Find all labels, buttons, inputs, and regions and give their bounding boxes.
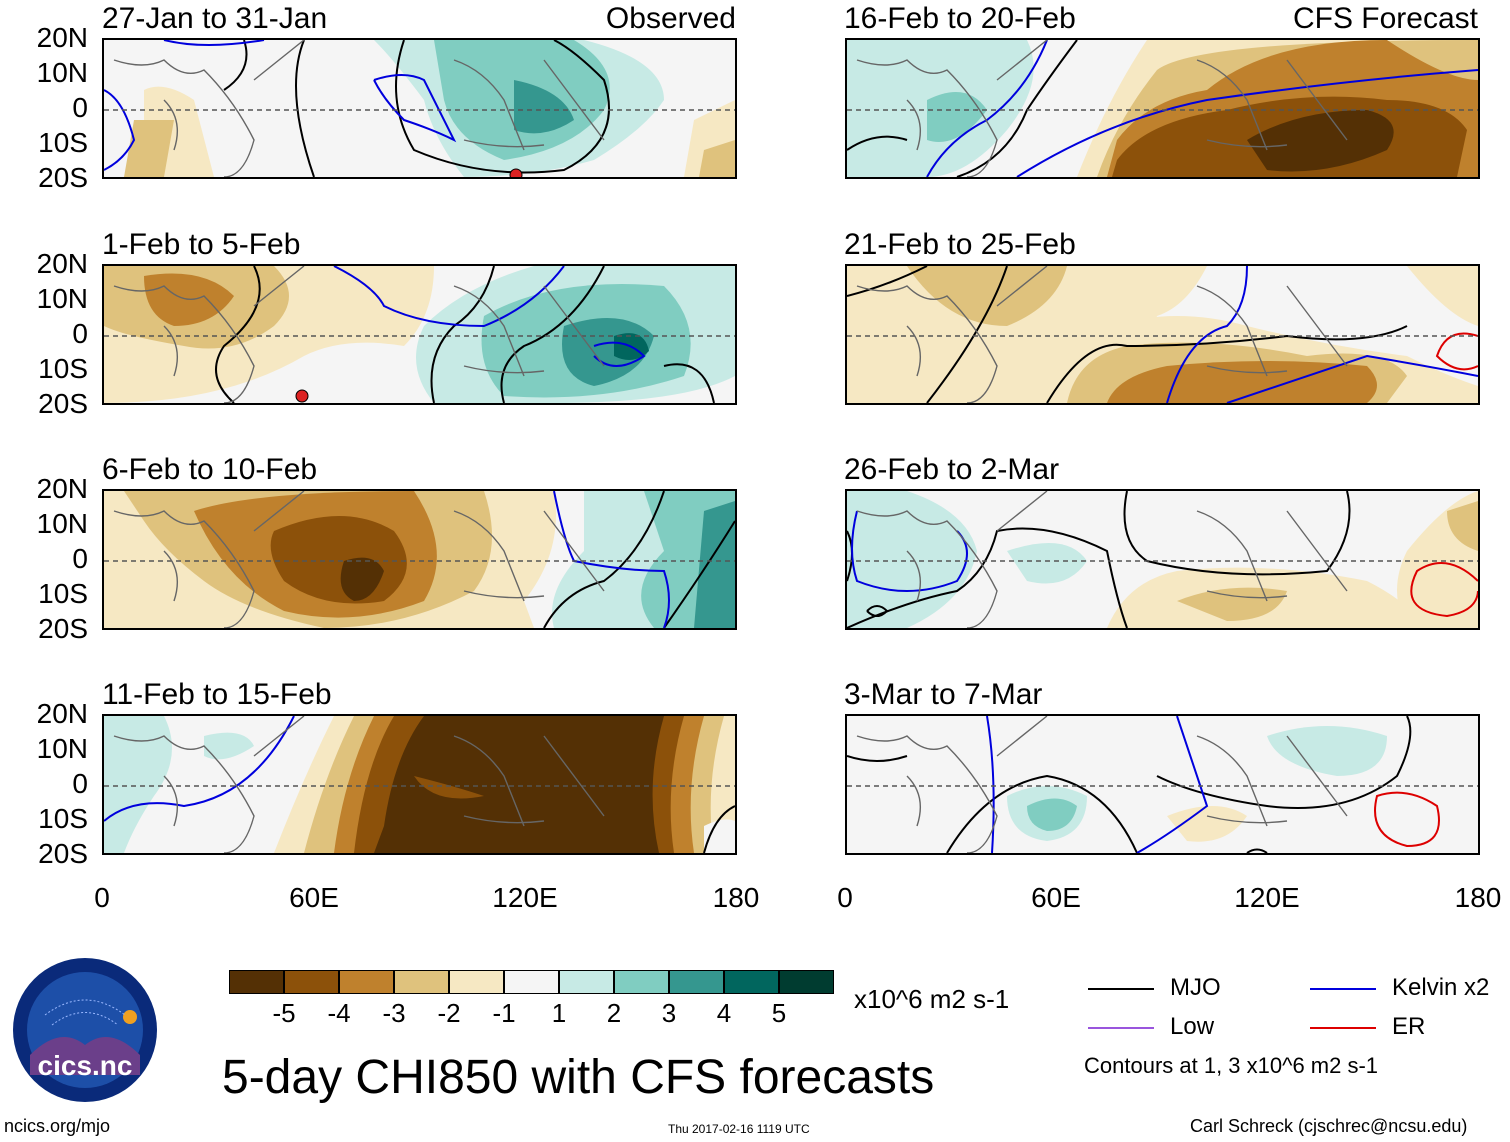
colorbar-swatch [229,970,284,994]
lat-label-20n: 20N [36,473,88,504]
lat-label-eq: 0 [72,318,88,349]
colorbar-label: 3 [661,998,677,1028]
observed-label: Observed [605,2,736,35]
panel-title: 1-Feb to 5-Feb [102,228,301,261]
lat-label-20n: 20N [36,698,88,729]
lat-label-20s: 20S [38,388,88,419]
lon-label-180: 180 [712,882,760,913]
legend-kelvin: Kelvin x2 [1392,974,1490,1001]
lon-label-120e: 120E [492,882,558,913]
map-frame [845,38,1480,179]
panel-title: 11-Feb to 15-Feb [102,678,332,711]
panel-title: 27-Jan to 31-Jan [102,2,328,35]
colorbar-swatch [559,970,614,994]
lon-label-180: 180 [1454,882,1502,913]
colorbar-units: x10^6 m2 s-1 [854,984,1010,1014]
lat-label-10n: 10N [36,283,88,314]
lat-label-20s: 20S [38,613,88,644]
colorbar-label: -4 [327,998,351,1028]
panel-title: 6-Feb to 10-Feb [102,453,318,486]
lat-label-10s: 10S [38,127,88,158]
colorbar-label: -3 [382,998,406,1028]
colorbar-label: 2 [606,998,622,1028]
lat-label-10n: 10N [36,57,88,88]
map-frame [102,489,737,630]
lat-label-10n: 10N [36,733,88,764]
colorbar-label: -2 [437,998,461,1028]
legend-mjo: MJO [1170,974,1221,1001]
panel-title: 26-Feb to 2-Mar [844,453,1060,486]
figure-title: 5-day CHI850 with CFS forecasts [222,1051,935,1104]
colorbar-label: 5 [771,998,787,1028]
lat-label-eq: 0 [72,543,88,574]
lat-label-10s: 10S [38,803,88,834]
colorbar-swatch [504,970,559,994]
colorbar-swatch [394,970,449,994]
colorbar-swatch [669,970,724,994]
lat-label-20s: 20S [38,838,88,869]
legend-line-kelvin [1310,988,1376,990]
colorbar-swatch [614,970,669,994]
map-frame [845,264,1480,405]
colorbar-label: -5 [272,998,296,1028]
colorbar-swatch [284,970,339,994]
panel-title: 21-Feb to 25-Feb [844,228,1076,261]
legend-er: ER [1392,1013,1426,1040]
lat-label-10s: 10S [38,578,88,609]
map-frame [102,714,737,855]
lat-label-20n: 20N [36,248,88,279]
lat-label-eq: 0 [72,92,88,123]
lon-label-60e: 60E [1031,882,1081,913]
legend-contours-note: Contours at 1, 3 x10^6 m2 s-1 [1084,1053,1379,1078]
footer-author: Carl Schreck (cjschrec@ncsu.edu) [1190,1116,1468,1136]
map-frame [102,264,737,405]
map-frame [845,489,1480,630]
legend-line-low [1088,1027,1154,1029]
colorbar-swatch [779,970,834,994]
lon-label-60e: 60E [289,882,339,913]
lat-label-20n: 20N [36,22,88,53]
legend-low: Low [1170,1013,1215,1040]
legend-line-er [1310,1027,1376,1029]
colorbar-label: 4 [716,998,732,1028]
footer-timestamp: Thu 2017-02-16 1119 UTC [668,1122,810,1136]
colorbar-swatch [449,970,504,994]
colorbar-label: 1 [551,998,567,1028]
lon-label-120e: 120E [1234,882,1300,913]
colorbar-swatch [724,970,779,994]
lat-label-10n: 10N [36,508,88,539]
lon-label-0: 0 [94,882,110,913]
lon-label-0: 0 [837,882,853,913]
lat-label-10s: 10S [38,353,88,384]
cfs-forecast-label: CFS Forecast [1292,2,1478,35]
lat-label-20s: 20S [38,162,88,193]
footer-url: ncics.org/mjo [4,1116,111,1136]
colorbar-swatch [339,970,394,994]
legend-line-mjo [1088,988,1154,990]
panel-title: 3-Mar to 7-Mar [844,678,1043,711]
map-frame [845,714,1480,855]
panel-title: 16-Feb to 20-Feb [844,2,1076,35]
logo-text: cics.nc [37,1050,133,1081]
colorbar-label: -1 [492,998,516,1028]
cics-logo: cics.nc [10,955,160,1105]
lat-label-eq: 0 [72,768,88,799]
map-frame [102,38,737,179]
